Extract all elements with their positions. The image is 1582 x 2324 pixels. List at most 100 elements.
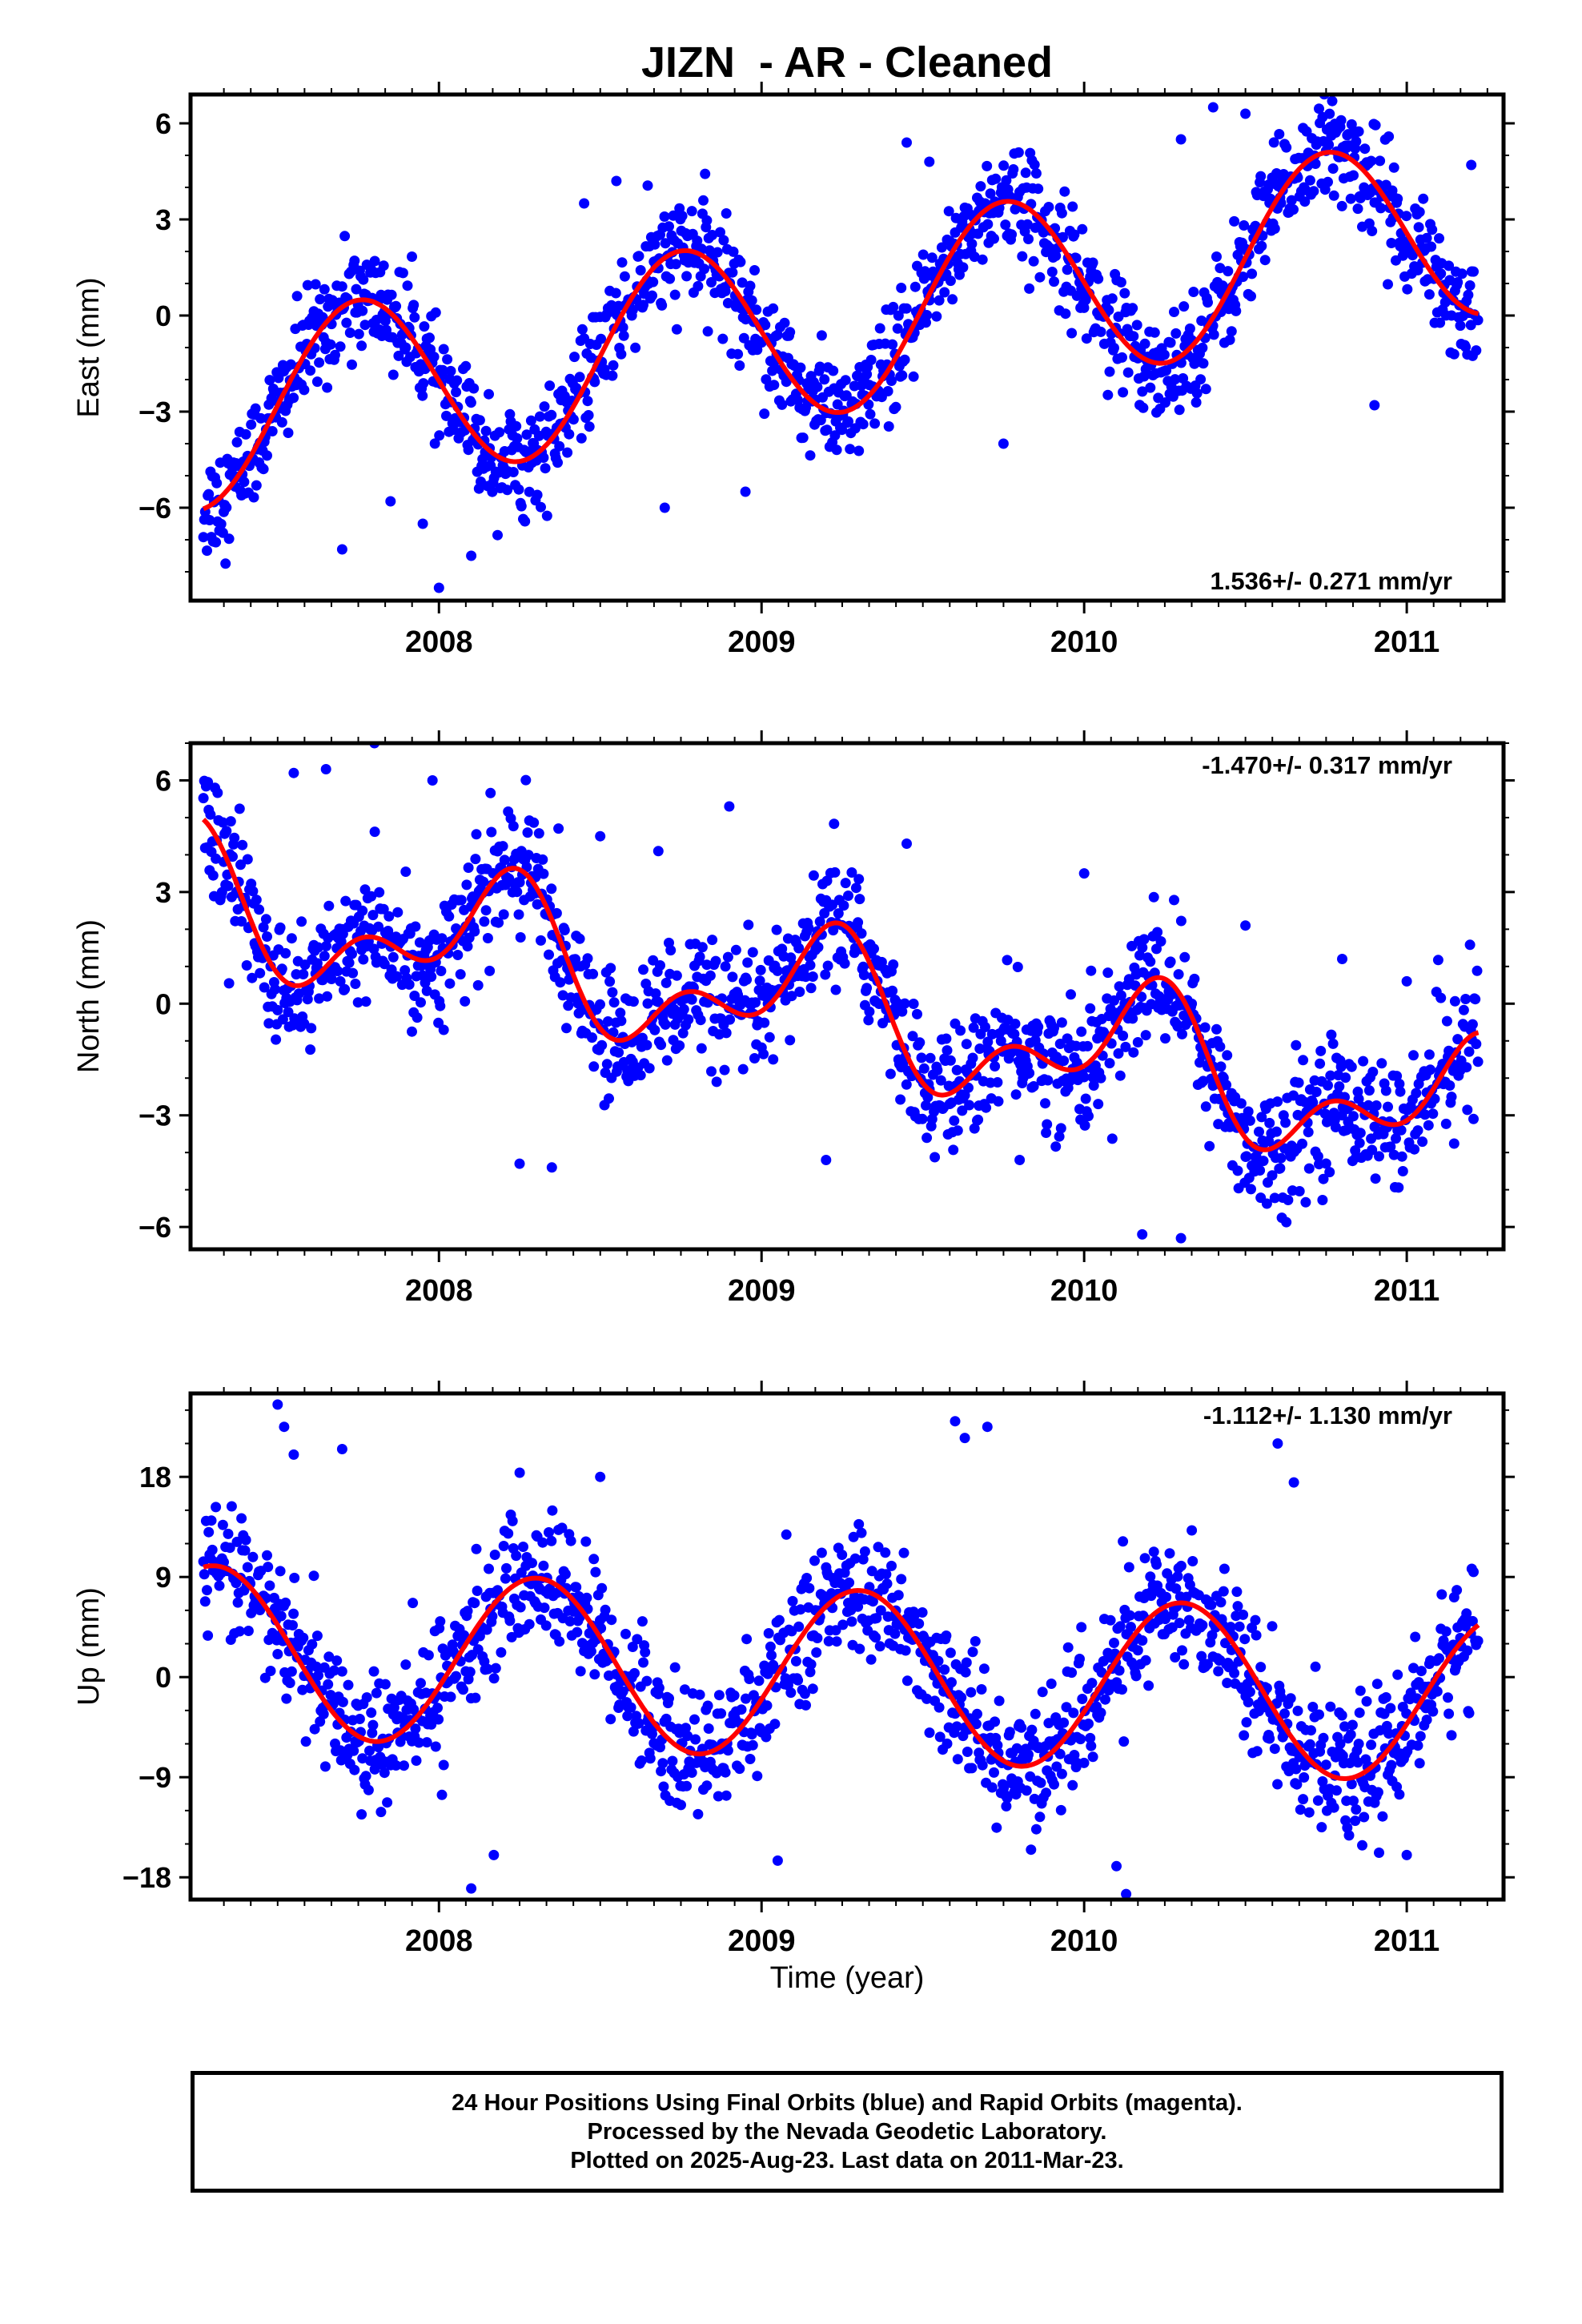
- data-point: [807, 971, 818, 982]
- data-point: [768, 1054, 779, 1065]
- data-point: [521, 429, 532, 440]
- data-point: [758, 1048, 769, 1059]
- data-point: [524, 486, 535, 497]
- data-point: [438, 1024, 449, 1035]
- data-point: [1323, 1080, 1333, 1091]
- data-point: [808, 870, 819, 881]
- data-point: [764, 1031, 775, 1043]
- data-point: [1211, 251, 1222, 262]
- data-point: [562, 447, 573, 458]
- data-point: [816, 330, 827, 341]
- data-point: [1250, 1614, 1261, 1626]
- data-point: [309, 1723, 320, 1735]
- outlier-point: [336, 1444, 347, 1454]
- data-point: [1264, 1117, 1275, 1128]
- data-point: [833, 908, 844, 919]
- data-point: [1241, 1151, 1252, 1162]
- data-point: [1462, 1645, 1473, 1656]
- data-point: [865, 1654, 877, 1665]
- data-point: [1232, 1165, 1243, 1176]
- data-point: [707, 230, 718, 240]
- data-point: [468, 383, 480, 394]
- data-point: [746, 295, 757, 306]
- data-point: [853, 874, 865, 885]
- data-point: [717, 333, 729, 344]
- data-point: [358, 954, 369, 965]
- data-point: [313, 1670, 323, 1681]
- data-point: [638, 964, 648, 975]
- outlier-point: [1337, 954, 1347, 964]
- data-point: [859, 1546, 870, 1557]
- data-point: [1291, 1779, 1303, 1790]
- data-point: [857, 1554, 869, 1565]
- data-point: [1280, 1117, 1291, 1128]
- data-point: [516, 501, 527, 512]
- data-point: [588, 968, 599, 979]
- data-point: [1239, 220, 1250, 231]
- data-point: [943, 206, 954, 217]
- data-point: [585, 1646, 596, 1657]
- data-point: [199, 1569, 210, 1580]
- data-point: [283, 428, 294, 438]
- x-tick-label: 2008: [405, 625, 473, 659]
- data-point: [1371, 1100, 1382, 1111]
- data-point: [313, 942, 323, 953]
- up-frame: [188, 1391, 1506, 1902]
- data-point: [203, 1630, 214, 1641]
- data-point: [1221, 1080, 1232, 1091]
- data-point: [1211, 1023, 1222, 1035]
- data-point: [1043, 1718, 1054, 1729]
- data-point: [255, 967, 266, 979]
- data-point: [546, 1535, 557, 1546]
- data-point: [540, 463, 551, 474]
- data-point: [1021, 1785, 1032, 1796]
- data-point: [1336, 1710, 1347, 1721]
- data-point: [1161, 365, 1172, 376]
- data-point: [873, 1542, 884, 1553]
- data-point: [202, 545, 212, 557]
- data-point: [728, 246, 739, 257]
- data-point: [1058, 1717, 1070, 1728]
- data-point: [444, 911, 455, 922]
- data-point: [1374, 1848, 1384, 1858]
- data-point: [588, 1061, 600, 1072]
- north-panel: −6 −3 0 3 6 2008 2009 2010 2011 North (mm) -1.470+…: [72, 730, 1515, 1308]
- data-point: [1087, 1751, 1098, 1763]
- data-point: [438, 1759, 449, 1771]
- data-point: [1267, 1621, 1278, 1632]
- data-point: [1314, 103, 1324, 115]
- data-point: [1471, 1039, 1482, 1050]
- data-point: [926, 252, 938, 263]
- up-points: [198, 1399, 1484, 1900]
- data-point: [679, 1684, 690, 1695]
- data-point: [1226, 326, 1237, 337]
- data-point: [1200, 384, 1211, 395]
- data-point: [438, 344, 449, 355]
- data-point: [1435, 268, 1447, 279]
- data-point: [1279, 1708, 1290, 1719]
- data-point: [751, 304, 762, 316]
- data-point: [522, 827, 533, 838]
- data-point: [1148, 1546, 1159, 1558]
- data-point: [1254, 1126, 1264, 1137]
- data-point: [838, 900, 849, 911]
- data-point: [275, 1610, 287, 1622]
- caption-line-1: 24 Hour Positions Using Final Orbits (bl…: [452, 2090, 1243, 2116]
- data-point: [480, 425, 492, 436]
- data-point: [1345, 1729, 1356, 1740]
- data-point: [1130, 1671, 1142, 1682]
- data-point: [382, 1797, 393, 1808]
- data-point: [596, 1039, 608, 1051]
- data-point: [1261, 1198, 1272, 1209]
- data-point: [649, 1024, 661, 1035]
- data-point: [729, 1690, 740, 1701]
- data-point: [1054, 1748, 1066, 1759]
- data-point: [1243, 1697, 1254, 1707]
- data-point: [759, 1017, 770, 1028]
- data-point: [931, 311, 942, 322]
- data-point: [459, 1630, 470, 1641]
- data-point: [964, 1100, 975, 1111]
- data-point: [1023, 1749, 1034, 1760]
- data-point: [865, 355, 877, 365]
- data-point: [1295, 1804, 1306, 1815]
